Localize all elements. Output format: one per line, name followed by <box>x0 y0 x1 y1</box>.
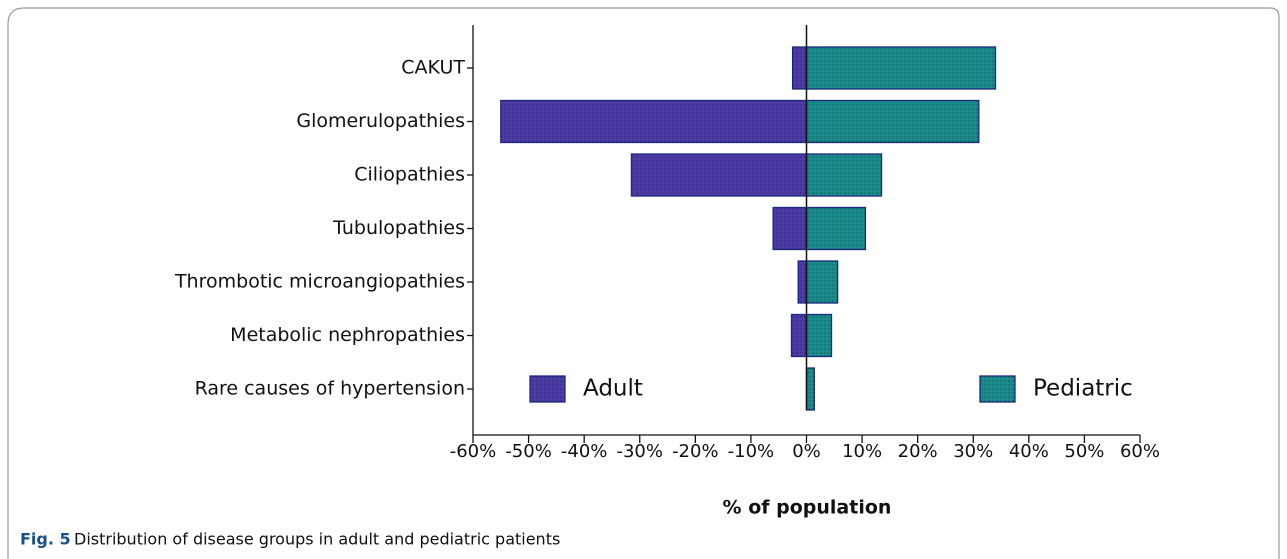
bar-texture <box>806 100 979 143</box>
bar-texture <box>792 47 807 89</box>
x-tick-label: -50% <box>505 441 552 462</box>
x-tick-label: 50% <box>1064 441 1104 462</box>
x-tick-label: 60% <box>1120 441 1160 462</box>
x-tick-label: -40% <box>561 441 608 462</box>
x-tick-label: -60% <box>450 441 497 462</box>
y-tick-label: Tubulopathies <box>332 217 465 239</box>
y-tick-label: CAKUT <box>401 57 465 79</box>
bar-texture <box>806 47 996 89</box>
x-tick-label: -30% <box>616 441 663 462</box>
x-axis-label: % of population <box>723 497 892 519</box>
x-tick-label: 30% <box>953 441 993 462</box>
bar-texture <box>806 207 866 250</box>
legend-swatch-texture <box>980 376 1015 402</box>
bar-texture <box>806 261 838 303</box>
x-tick-label: 10% <box>842 441 882 462</box>
bar-texture <box>806 314 832 357</box>
x-tick-label: -20% <box>672 441 719 462</box>
figure-label: Fig. 5 <box>20 530 71 549</box>
legend-label: Adult <box>583 376 643 402</box>
bar-texture <box>631 154 807 196</box>
bar-texture <box>500 100 807 143</box>
y-tick-label: Thrombotic microangiopathies <box>174 271 465 293</box>
bar-texture <box>773 207 807 250</box>
legend-swatch-texture <box>530 376 565 402</box>
bar-texture <box>791 314 807 357</box>
legend-label: Pediatric <box>1033 376 1133 402</box>
y-tick-label: Metabolic nephropathies <box>230 324 465 346</box>
bar-texture <box>798 261 807 303</box>
bar-texture <box>806 154 882 196</box>
y-tick-label: Ciliopathies <box>354 164 465 186</box>
x-tick-label: -10% <box>728 441 775 462</box>
x-tick-label: 0% <box>792 441 821 462</box>
x-tick-label: 40% <box>1009 441 1049 462</box>
x-tick-label: 20% <box>898 441 938 462</box>
figure-border <box>7 7 1280 559</box>
figure-caption: Distribution of disease groups in adult … <box>74 530 560 549</box>
y-tick-label: Glomerulopathies <box>296 110 465 132</box>
y-tick-label: Rare causes of hypertension <box>195 378 465 400</box>
bar-texture <box>806 368 815 410</box>
